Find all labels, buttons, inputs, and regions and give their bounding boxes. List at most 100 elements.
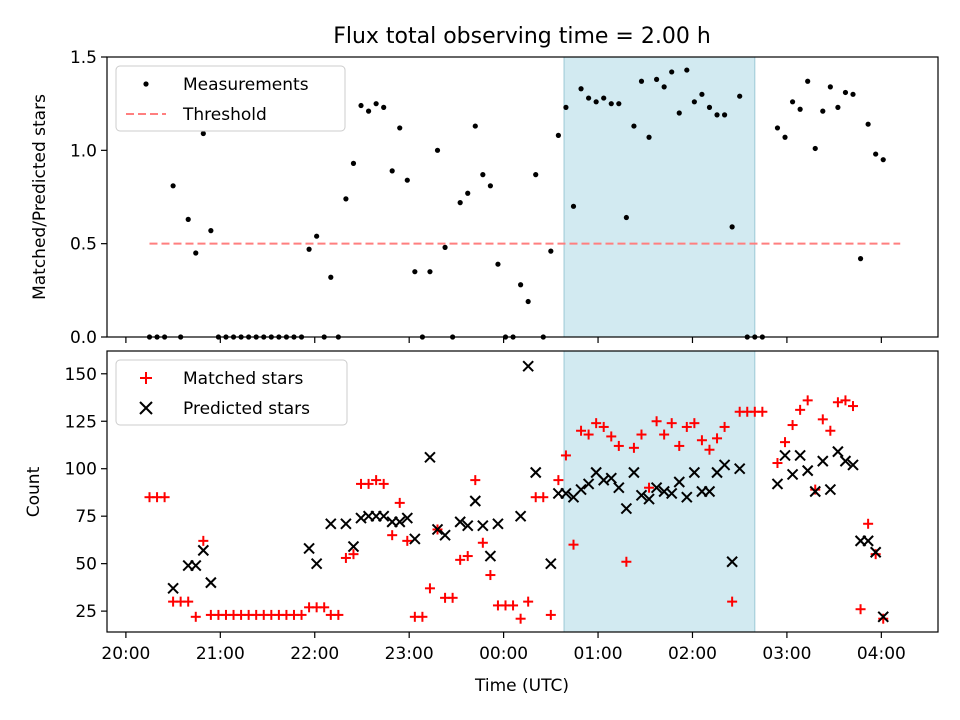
measurement-point [563, 104, 569, 110]
predicted-star-point [355, 512, 367, 524]
predicted-star-point [545, 557, 557, 570]
matched-star-point [825, 425, 836, 436]
predicted-star-point [303, 542, 315, 555]
measurement-point [314, 233, 320, 239]
measurement-point [343, 196, 349, 202]
chart-title: Flux total observing time = 2.00 h [333, 24, 711, 49]
matched-star-point [832, 397, 843, 408]
legend-measurement-marker [143, 81, 149, 87]
measurement-point [487, 183, 493, 189]
predicted-star-point [431, 523, 444, 536]
predicted-star-point [530, 466, 542, 479]
predicted-star-point [424, 451, 436, 464]
measurement-point [208, 228, 214, 234]
predicted-star-point [613, 481, 625, 494]
matched-star-point [689, 418, 700, 429]
measurement-point [721, 112, 728, 118]
measurement-point [381, 104, 387, 110]
predicted-star-point [167, 582, 179, 595]
predicted-star-point [824, 483, 837, 496]
matched-star-point [704, 444, 715, 455]
matched-star-point [523, 596, 534, 607]
predicted-star-point [484, 550, 497, 562]
predicted-star-point [424, 451, 436, 464]
predicted-star-point [303, 542, 315, 555]
predicted-star-point [877, 611, 889, 623]
matched-star-point [470, 475, 481, 486]
measurement-point [472, 123, 478, 129]
matched-star-point [613, 440, 624, 451]
legend-predicted-marker [139, 401, 153, 415]
measurement-point [661, 84, 667, 90]
predicted-star-point [514, 510, 527, 522]
predicted-star-point [197, 544, 210, 557]
predicted-star-point [477, 519, 489, 532]
matched-star-point [878, 613, 889, 624]
matched-star-point [802, 395, 813, 406]
predicted-star-point [377, 510, 390, 522]
predicted-star-point [582, 478, 595, 490]
predicted-star-point [809, 485, 821, 498]
top-y-axis-label: Matched/Predicted stars [30, 94, 50, 300]
measurement-point [820, 108, 826, 114]
predicted-star-point [786, 468, 799, 481]
measurement-point [465, 190, 471, 196]
measurement-point [608, 101, 614, 107]
count-y-tick-label: 75 [75, 507, 97, 527]
x-tick-label: 21:00 [196, 644, 245, 664]
predicted-star-point [862, 535, 874, 547]
matched-star-point [198, 535, 209, 546]
predicted-star-point [650, 481, 663, 494]
measurement-point [365, 108, 372, 114]
measurement-point [835, 104, 841, 110]
measurement-point [850, 91, 856, 97]
predicted-star-point [869, 546, 882, 558]
measurement-point [669, 69, 675, 75]
count-axes-frame [106, 350, 939, 633]
matched-star-point [870, 549, 881, 560]
matched-star-point [378, 478, 389, 489]
measurement-point [593, 99, 599, 105]
matched-star-point [757, 406, 768, 417]
count-y-tick-label: 150 [65, 365, 97, 385]
measurement-point [865, 121, 871, 127]
matched-star-point [340, 552, 351, 563]
matched-star-point [553, 475, 564, 486]
predicted-star-point [167, 582, 179, 595]
matched-star-point [576, 425, 587, 436]
ratio-observing-span [563, 56, 756, 338]
predicted-star-point [347, 540, 360, 553]
predicted-star-point [522, 360, 534, 372]
predicted-star-point [325, 518, 337, 530]
x-tick-label: 20:00 [101, 644, 150, 664]
predicted-star-point [310, 557, 323, 570]
predicted-star-point [347, 540, 360, 553]
count-legend: Matched stars Predicted stars [115, 359, 348, 426]
measurement-point [880, 157, 886, 163]
ratio-y-tick-label: 0.5 [70, 235, 97, 255]
predicted-star-point [643, 493, 655, 505]
matched-star-point [696, 435, 707, 446]
measurement-point [404, 177, 410, 183]
matched-star-point [394, 497, 405, 508]
x-tick-label: 00:00 [479, 644, 528, 664]
predicted-star-point [628, 466, 640, 479]
predicted-star-point [462, 519, 474, 532]
predicted-star-point [469, 495, 481, 507]
predicted-star-point [340, 518, 352, 530]
measurement-point [616, 101, 622, 107]
predicted-star-point [877, 611, 889, 623]
matched-star-point [727, 596, 738, 607]
x-axis-label: Time (UTC) [474, 676, 569, 696]
predicted-star-point [801, 464, 814, 477]
matched-star-point [810, 484, 821, 495]
count-legend-label: Predicted stars [183, 399, 310, 419]
measurement-point [691, 99, 697, 105]
matched-star-point [159, 492, 170, 503]
predicted-star-point [431, 523, 444, 536]
predicted-star-point [484, 550, 497, 562]
predicted-star-point [809, 485, 821, 498]
count-legend-label: Matched stars [183, 369, 303, 389]
predicted-star-point [205, 576, 217, 589]
